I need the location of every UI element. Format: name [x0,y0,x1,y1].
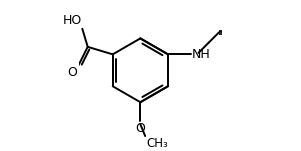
Text: HO: HO [62,14,82,27]
Text: O: O [135,122,145,135]
Text: O: O [68,66,77,79]
Text: NH: NH [192,48,210,61]
Text: CH₃: CH₃ [146,137,168,150]
